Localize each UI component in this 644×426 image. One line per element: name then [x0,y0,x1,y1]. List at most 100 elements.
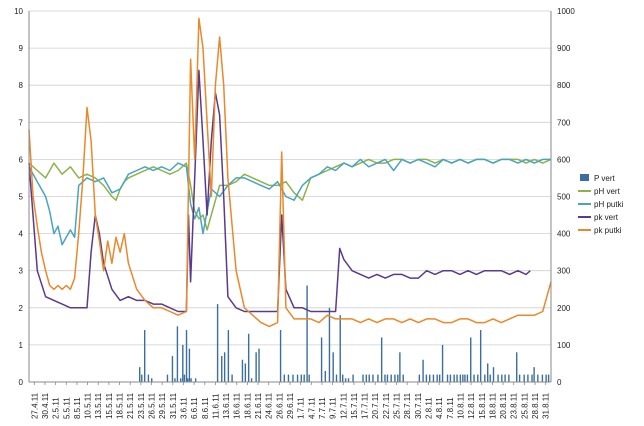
y-right-tick-label: 100 [557,341,571,350]
p-vert-bar [231,374,233,382]
p-vert-bar [531,374,533,382]
x-tick-label: 30.7.11 [414,392,423,419]
x-tick-label: 16.6.11 [233,392,242,419]
p-vert-bar [306,285,308,382]
p-vert-bar [339,315,341,382]
p-vert-bar [342,374,344,382]
p-vert-bar [176,326,179,382]
p-vert-bar [518,374,521,382]
p-vert-bar [171,356,174,382]
y-left-tick-label: 9 [19,44,24,53]
x-tick-label: 12.8.11 [467,392,476,419]
x-tick-label: 15.5.11 [105,392,114,419]
p-vert-bar [479,330,482,382]
x-tick-label: 5.5.11 [62,397,71,419]
p-vert-bar [296,374,299,382]
p-vert-bar [250,378,253,382]
y-right-tick-label: 400 [557,230,571,239]
p-vert-bar [384,374,386,382]
p-vert-bar [141,374,143,382]
p-vert-bar [183,374,186,382]
p-vert-bar [425,374,428,382]
p-vert-bar [484,374,486,382]
p-vert-bar [497,374,499,382]
y-right-tick-label: 600 [557,155,571,164]
p-vert-bar [390,374,392,382]
p-vert-bar [139,367,141,382]
x-axis-tick-labels: 27.4.11 30.4.11 2.5.11 5.5.11 8.5.11 10.5.11 1… [30,382,551,419]
p-vert-bar [397,374,399,382]
x-tick-label: 18.8.11 [488,392,497,419]
x-tick-label: 9.7.11 [329,397,338,419]
p-vert-bar [527,374,529,382]
x-tick-label: 20.8.11 [499,392,508,419]
p-vert-bar [320,337,323,382]
p-vert-bar [308,374,310,382]
x-tick-label: 28.7.11 [403,392,412,419]
p-vert-bar [386,374,389,382]
p-vert-bar [477,374,479,382]
p-vert-bar [255,352,257,382]
x-tick-label: 4.8.11 [435,397,444,419]
x-tick-label: 25.8.11 [520,392,529,419]
y-right-tick-label: 300 [557,267,571,276]
p-vert-bar [489,374,491,382]
legend: P vert pH vert pH putki pk vert pk putki [578,174,624,235]
p-vert-bar [422,359,424,382]
p-vert-bar [221,356,223,382]
p-vert-bar [347,378,350,382]
y-left-tick-label: 3 [19,267,24,276]
y-right-tick-label: 500 [557,193,571,202]
p-vert-bar [279,330,282,382]
p-vert-bar [227,330,230,382]
y-axis-left-tick-labels: 0 1 2 3 4 5 6 7 8 9 10 [14,7,23,387]
p-vert-bar [182,344,184,382]
x-tick-label: 11.6.11 [211,393,220,419]
x-tick-label: 29.5.11 [158,392,167,419]
p-vert-bar [547,374,550,382]
y-left-tick-label: 2 [19,304,24,313]
p-vert-bar [174,378,176,382]
p-vert-bar [372,374,374,382]
x-tick-label: 25.7.11 [393,392,402,419]
x-tick-label: 2.8.11 [424,397,433,419]
p-vert-bar [244,363,247,382]
p-vert-bar [464,374,466,382]
x-tick-label: 7.8.11 [446,397,455,419]
p-vert-bar [456,374,458,382]
x-tick-label: 15.7.11 [350,392,359,419]
p-vert-bar [402,374,404,382]
p-vert-bar [223,352,226,382]
p-vert-bar [377,374,379,382]
p-vert-bar [545,374,547,382]
p-vert-bar [429,374,431,382]
p-vert-bar [466,374,469,382]
p-vert-bar [473,374,475,382]
p-vert-bar [324,370,327,382]
p-vert-bar [335,374,338,382]
p-vert-bar [352,374,354,382]
x-tick-label: 6.6.11 [190,397,199,419]
y-left-tick-label: 4 [19,230,24,239]
y-left-tick-label: 6 [19,155,24,164]
p-vert-bar [436,374,438,382]
p-vert-bar [492,367,495,382]
p-vert-bar [303,374,305,382]
p-vert-bar [541,374,544,382]
p-vert-bar [459,374,462,382]
x-tick-label: 13.6.11 [222,392,231,419]
p-vert-bar [441,344,444,382]
x-tick-label: 26.5.11 [148,392,157,419]
x-tick-label: 4.7.11 [307,397,316,419]
p-vert-bar [147,374,150,382]
p-vert-bar [185,330,188,382]
y-left-tick-label: 1 [19,341,24,350]
p-vert-bar [462,374,464,382]
p-vert-bar [508,374,510,382]
x-tick-label: 1.7.11 [297,397,306,419]
p-vert-bar [188,348,191,382]
p-vert-bar [362,374,364,382]
x-tick-label: 23.8.11 [510,392,519,419]
p-vert-bar [328,307,331,382]
